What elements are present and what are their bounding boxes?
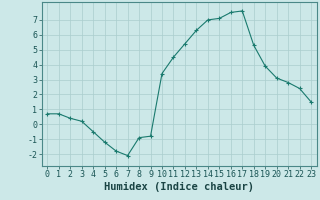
X-axis label: Humidex (Indice chaleur): Humidex (Indice chaleur) [104, 182, 254, 192]
